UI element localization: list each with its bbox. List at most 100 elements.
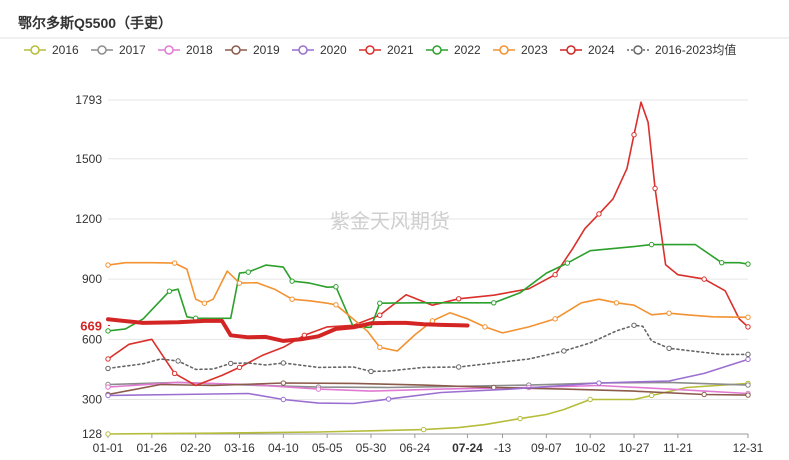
current-value-label: 669 <box>80 318 102 333</box>
x-tick-label: 10-27 <box>619 441 650 455</box>
legend-item[interactable]: 2023 <box>493 43 548 57</box>
series-point <box>564 260 571 266</box>
x-tick-label: 09-07 <box>531 441 562 455</box>
series-point <box>631 322 637 328</box>
series-line-2022 <box>107 243 749 332</box>
series-point <box>745 382 751 388</box>
series-point <box>718 259 725 266</box>
legend-item[interactable]: 2019 <box>225 43 280 57</box>
series-point <box>429 318 436 324</box>
series-point <box>105 328 111 334</box>
legend-item[interactable]: 2018 <box>158 43 213 57</box>
series-point <box>289 278 295 284</box>
series-point <box>289 296 295 302</box>
series-point <box>105 384 111 390</box>
current-value-marker: 669 <box>80 318 110 333</box>
legend-swatch-marker <box>298 45 308 55</box>
legend-item[interactable]: 2024 <box>560 43 615 57</box>
x-tick-label: 01-26 <box>136 441 167 455</box>
series-line-2016 <box>107 382 749 435</box>
series-point <box>377 312 383 318</box>
series-point <box>666 345 672 352</box>
series-point <box>596 380 602 386</box>
legend-item[interactable]: 2020 <box>292 43 347 57</box>
series-line-2016-2023均值 <box>107 324 749 373</box>
legend-swatch-marker <box>566 45 576 55</box>
watermark: 紫金天风期货 <box>330 209 450 233</box>
legend-swatch-marker <box>633 45 643 55</box>
legend-label: 2016 <box>52 43 79 57</box>
series-point <box>745 261 751 267</box>
legend-label: 2018 <box>186 43 213 57</box>
legend-label: 2016-2023均值 <box>655 42 736 57</box>
series-point <box>701 276 707 282</box>
series-point <box>105 365 111 372</box>
x-tick-label: 06-24 <box>399 441 430 455</box>
legend-item[interactable]: 2016 <box>24 43 79 57</box>
series-point <box>455 364 462 370</box>
x-tick-label: 12-31 <box>733 441 764 455</box>
y-tick-label: 600 <box>82 332 102 346</box>
x-tick-label: 02-20 <box>180 441 211 455</box>
series-line-2021 <box>107 101 749 387</box>
series-point <box>745 324 751 330</box>
y-tick-label: 1200 <box>75 212 102 226</box>
legend-swatch-marker <box>499 45 509 55</box>
series-point <box>368 368 374 375</box>
x-tick-label: 10-02 <box>575 441 606 455</box>
legend-label: 2023 <box>521 43 548 57</box>
legend-label: 2022 <box>454 43 481 57</box>
series-line-2023 <box>107 261 749 352</box>
legend-item[interactable]: 2016-2023均值 <box>627 42 736 57</box>
x-tick-label: 05-05 <box>312 441 343 455</box>
series-point <box>420 426 427 433</box>
series-point <box>166 288 173 294</box>
series-point <box>105 392 111 399</box>
series-point <box>561 348 567 354</box>
x-tick-label: -13 <box>494 441 512 455</box>
series-point <box>171 370 178 377</box>
series-point <box>377 300 383 306</box>
y-tick-label: 300 <box>82 392 102 406</box>
series-point <box>236 364 243 371</box>
legend-swatch-marker <box>231 45 241 55</box>
series-point <box>333 284 339 290</box>
legend-label: 2017 <box>119 43 146 57</box>
y-tick-label: 1500 <box>75 152 102 166</box>
series-line-2024 <box>106 317 470 343</box>
chart-title: 鄂尔多斯Q5500（手吏） <box>18 15 172 31</box>
legend: 2016 2017 2018 2019 2020 2021 2022 2023 2024 2016… <box>24 42 736 57</box>
series-point <box>745 314 751 320</box>
series-point <box>105 356 111 362</box>
series-point <box>701 391 707 398</box>
x-tick-label: 01-01 <box>93 441 124 455</box>
y-tick-label: 128 <box>82 427 102 441</box>
series-point <box>280 396 287 403</box>
series-point <box>631 132 637 138</box>
y-tick-label: 1793 <box>75 93 102 107</box>
series-line-2018 <box>107 381 749 395</box>
y-tick-label: 900 <box>82 272 102 286</box>
series-point <box>245 269 251 275</box>
x-tick-label: 04-10 <box>268 441 299 455</box>
series-point <box>491 384 497 391</box>
series-point <box>587 396 593 403</box>
series-point <box>517 415 523 422</box>
series-point <box>175 358 181 364</box>
series-point <box>745 351 751 358</box>
series-point <box>171 260 178 266</box>
series-point <box>377 344 383 351</box>
legend-item[interactable]: 2021 <box>359 43 414 57</box>
legend-item[interactable]: 2017 <box>91 43 146 57</box>
legend-swatch-marker <box>432 45 442 55</box>
series-point <box>280 380 287 386</box>
legend-swatch-marker <box>30 45 40 55</box>
legend-swatch-marker <box>97 45 107 55</box>
legend-item[interactable]: 2022 <box>426 43 481 57</box>
series-point <box>280 360 287 366</box>
legend-label: 2021 <box>387 43 414 57</box>
series-point <box>648 392 655 399</box>
series-point <box>613 300 620 306</box>
series-point <box>201 300 208 306</box>
